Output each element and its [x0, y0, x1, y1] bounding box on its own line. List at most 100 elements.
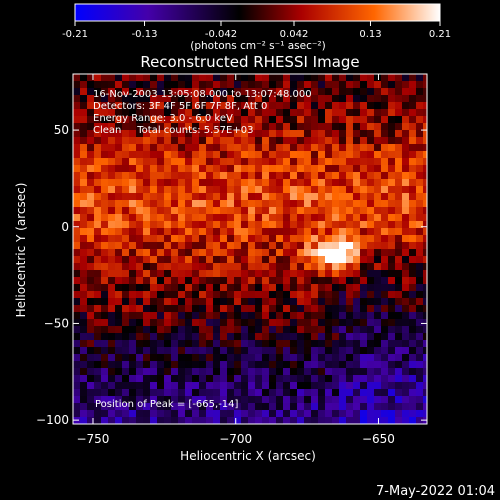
- y-tick-label: −50: [44, 316, 69, 330]
- heatmap-cell: [297, 389, 305, 397]
- heatmap-cell: [220, 396, 228, 404]
- heatmap-cell: [297, 207, 305, 215]
- heatmap-cell: [115, 123, 123, 131]
- heatmap-cell: [297, 81, 305, 89]
- heatmap-cell: [423, 137, 427, 145]
- heatmap-cell: [388, 116, 396, 124]
- x-axis-label: Heliocentric X (arcsec): [180, 449, 316, 463]
- heatmap-cell: [290, 123, 298, 131]
- heatmap-cell: [101, 375, 109, 383]
- heatmap-cell: [87, 186, 95, 194]
- heatmap-cell: [108, 130, 116, 138]
- heatmap-cell: [304, 354, 312, 362]
- heatmap-cell: [325, 333, 333, 341]
- heatmap-cell: [164, 172, 172, 180]
- heatmap-cell: [101, 403, 109, 411]
- heatmap-cell: [164, 74, 172, 82]
- heatmap-cell: [255, 312, 263, 320]
- heatmap-cell: [269, 74, 277, 82]
- heatmap-cell: [304, 130, 312, 138]
- x-tick-label: −750: [76, 432, 109, 446]
- heatmap-cell: [157, 312, 165, 320]
- heatmap-cell: [234, 396, 242, 404]
- heatmap-cell: [220, 249, 228, 257]
- heatmap-cell: [87, 333, 95, 341]
- heatmap-cell: [178, 235, 186, 243]
- heatmap-cell: [409, 102, 417, 110]
- heatmap-cell: [129, 144, 137, 152]
- heatmap-cell: [283, 263, 291, 271]
- heatmap-cell: [332, 270, 340, 278]
- heatmap-cell: [143, 207, 151, 215]
- heatmap-cell: [220, 228, 228, 236]
- heatmap-cell: [304, 172, 312, 180]
- heatmap-cell: [241, 291, 249, 299]
- heatmap-cell: [171, 277, 179, 285]
- heatmap-cell: [101, 95, 109, 103]
- heatmap-cell: [346, 74, 354, 82]
- heatmap-cell: [108, 361, 116, 369]
- heatmap-cell: [248, 130, 256, 138]
- heatmap-cell: [311, 326, 319, 334]
- heatmap-cell: [318, 102, 326, 110]
- heatmap-cell: [213, 88, 221, 96]
- heatmap-cell: [171, 263, 179, 271]
- heatmap-cell: [374, 396, 382, 404]
- heatmap-cell: [276, 284, 284, 292]
- heatmap-cell: [416, 305, 424, 313]
- heatmap-cell: [213, 193, 221, 201]
- heatmap-cell: [143, 256, 151, 264]
- heatmap-cell: [178, 228, 186, 236]
- heatmap-cell: [115, 200, 123, 208]
- heatmap-cell: [115, 95, 123, 103]
- heatmap-cell: [367, 375, 375, 383]
- heatmap-cell: [129, 200, 137, 208]
- heatmap-cell: [395, 95, 403, 103]
- heatmap-cell: [353, 368, 361, 376]
- heatmap-cell: [213, 249, 221, 257]
- heatmap-cell: [220, 417, 228, 424]
- heatmap-cell: [150, 354, 158, 362]
- heatmap-cell: [332, 312, 340, 320]
- heatmap-cell: [416, 228, 424, 236]
- heatmap-cell: [304, 291, 312, 299]
- heatmap-cell: [269, 347, 277, 355]
- heatmap-cell: [423, 193, 427, 201]
- heatmap-cell: [108, 270, 116, 278]
- heatmap-cell: [374, 123, 382, 131]
- heatmap-cell: [241, 123, 249, 131]
- heatmap-cell: [227, 116, 235, 124]
- heatmap-cell: [409, 116, 417, 124]
- heatmap-cell: [185, 249, 193, 257]
- heatmap-cell: [325, 95, 333, 103]
- heatmap-cell: [206, 382, 214, 390]
- heatmap-cell: [248, 312, 256, 320]
- heatmap-cell: [381, 319, 389, 327]
- heatmap-cell: [374, 333, 382, 341]
- heatmap-cell: [367, 298, 375, 306]
- heatmap-cell: [136, 284, 144, 292]
- heatmap-cell: [87, 207, 95, 215]
- heatmap-cell: [80, 382, 88, 390]
- heatmap-cell: [423, 312, 427, 320]
- heatmap-cell: [290, 382, 298, 390]
- heatmap-cell: [346, 410, 354, 418]
- heatmap-cell: [423, 284, 427, 292]
- heatmap-cell: [150, 221, 158, 229]
- heatmap-cell: [108, 410, 116, 418]
- heatmap-cell: [178, 389, 186, 397]
- heatmap-cell: [115, 116, 123, 124]
- heatmap-cell: [318, 396, 326, 404]
- heatmap-cell: [157, 172, 165, 180]
- heatmap-cell: [283, 214, 291, 222]
- heatmap-cell: [325, 102, 333, 110]
- heatmap-cell: [136, 354, 144, 362]
- heatmap-cell: [262, 368, 270, 376]
- heatmap-cell: [122, 326, 130, 334]
- heatmap-cell: [423, 186, 427, 194]
- heatmap-cell: [185, 284, 193, 292]
- heatmap-cell: [262, 270, 270, 278]
- heatmap-cell: [353, 298, 361, 306]
- heatmap-cell: [311, 410, 319, 418]
- heatmap-cell: [220, 333, 228, 341]
